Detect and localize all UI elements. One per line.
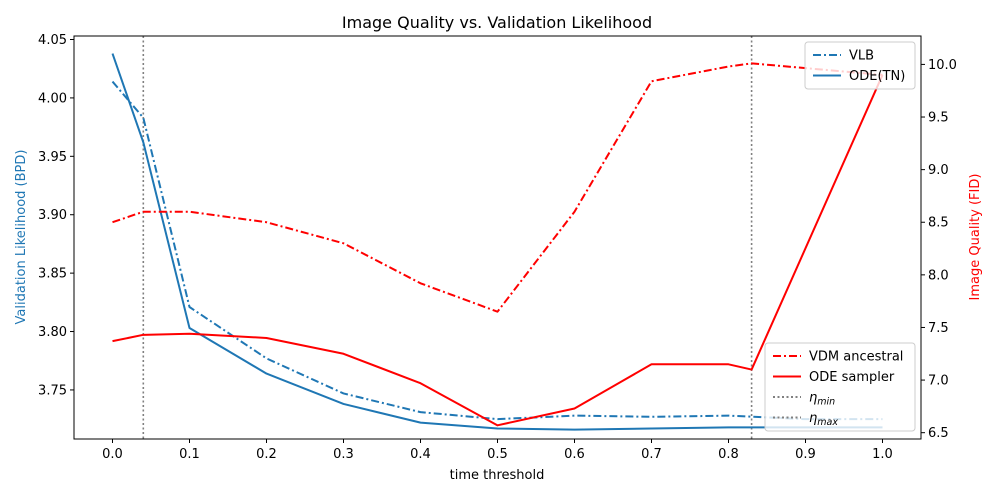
right-y-tick-label: 8.5 (928, 216, 949, 231)
x-tick-label: 0.3 (333, 447, 354, 462)
right-y-tick-label: 9.5 (928, 111, 949, 126)
legend-label: ODE sampler (809, 370, 895, 385)
right-y-tick-label: 9.0 (928, 163, 949, 178)
x-tick-label: 0.1 (179, 447, 200, 462)
legend-box (804, 41, 916, 90)
series-line-ode-tn (111, 53, 883, 431)
x-tick-label: 0.6 (564, 447, 585, 462)
x-tick-label: 0.9 (795, 447, 816, 462)
legend-label-main: η (809, 391, 817, 406)
series-line-ode-sampler (112, 74, 884, 427)
right-y-tick-label: 7.0 (928, 374, 949, 389)
x-axis: 0.0 0.1 0.2 0.3 0.4 0.5 0.6 0.7 0.8 0.9 1.0 (102, 439, 893, 462)
left-y-axis-label: Validation Likelihood (BPD) (14, 150, 29, 325)
left-y-tick-label: 3.85 (38, 267, 67, 282)
left-y-axis: 3.75 3.80 3.85 3.90 3.95 4.00 4.05 (38, 33, 74, 398)
x-tick-label: 0.4 (410, 447, 431, 462)
right-y-tick-label: 6.5 (928, 426, 949, 441)
right-y-tick-label: 7.5 (928, 321, 949, 336)
series-line-vdm-ancestral (112, 62, 883, 313)
legend-box (764, 342, 916, 432)
plot-area (111, 36, 884, 439)
legend-label-sub: min (817, 397, 835, 408)
left-y-tick-label: 3.80 (38, 325, 67, 340)
legend-label: ηmin (809, 391, 835, 408)
x-tick-label: 0.5 (487, 447, 508, 462)
x-axis-label: time threshold (450, 468, 545, 483)
left-y-tick-label: 3.75 (38, 383, 67, 398)
legend-label: ODE(TN) (849, 69, 905, 84)
series-line-vlb (111, 80, 883, 421)
x-tick-label: 0.7 (641, 447, 662, 462)
left-y-tick-label: 4.00 (38, 91, 67, 106)
legend-top: VLB ODE(TN) (804, 41, 916, 90)
legend-label-main: η (809, 411, 817, 426)
right-y-axis-label: Image Quality (FID) (968, 174, 983, 301)
x-tick-label: 0.8 (718, 447, 739, 462)
legend-label: VDM ancestral (809, 350, 903, 365)
legend-label-sub: max (817, 417, 838, 428)
legend-label: ηmax (809, 411, 838, 428)
right-y-tick-label: 10.0 (928, 58, 957, 73)
left-y-tick-label: 3.95 (38, 150, 67, 165)
left-y-tick-label: 3.90 (38, 208, 67, 223)
right-y-tick-label: 8.0 (928, 268, 949, 283)
chart-title: Image Quality vs. Validation Likelihood (342, 13, 652, 32)
right-y-axis: 6.5 7.0 7.5 8.0 8.5 9.0 9.5 10.0 (921, 58, 957, 441)
legend-label: VLB (849, 49, 874, 64)
left-y-tick-label: 4.05 (38, 33, 67, 48)
x-tick-label: 0.2 (256, 447, 277, 462)
x-tick-label: 1.0 (872, 447, 893, 462)
x-tick-label: 0.0 (102, 447, 123, 462)
